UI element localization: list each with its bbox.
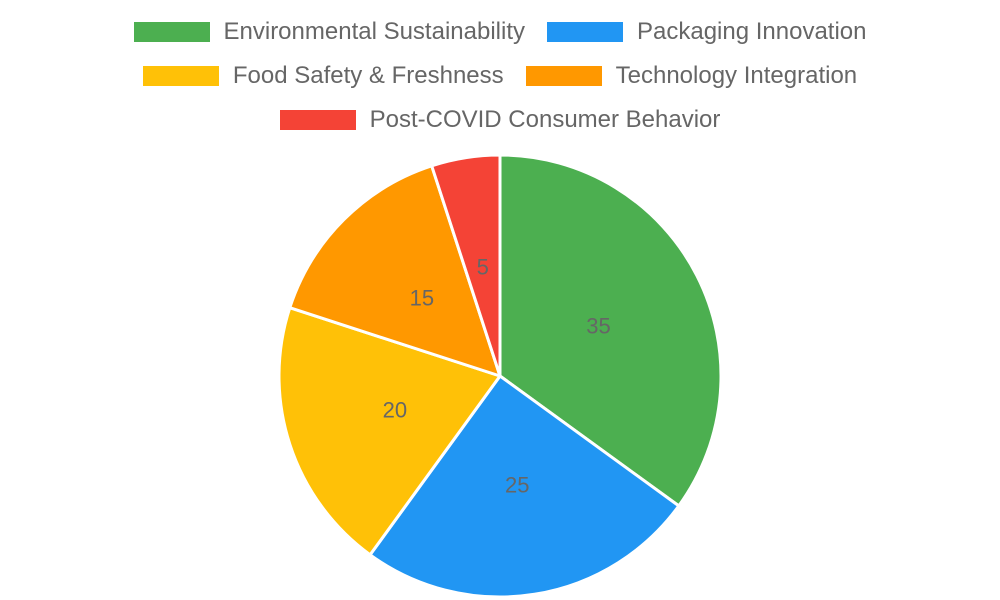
data-label-technology-integration: 15 <box>410 285 434 310</box>
pie-slice-post-covid-consumer-behavior[interactable] <box>430 153 502 378</box>
legend-row: Food Safety & Freshness Technology Integ… <box>0 54 1000 98</box>
pie-slice-food-safety-freshness[interactable] <box>277 306 502 557</box>
legend-row: Environmental Sustainability Packaging I… <box>0 10 1000 54</box>
legend-label: Environmental Sustainability <box>223 18 526 45</box>
legend-item-environmental-sustainability[interactable]: Environmental Sustainability <box>133 18 526 46</box>
legend-item-food-safety-freshness[interactable]: Food Safety & Freshness <box>142 62 504 90</box>
data-label-food-safety-freshness: 20 <box>383 398 407 423</box>
legend-label: Packaging Innovation <box>637 18 867 45</box>
pie-slice-packaging-innovation[interactable] <box>368 374 681 599</box>
data-label-packaging-innovation: 25 <box>505 473 529 498</box>
legend-label: Post-COVID Consumer Behavior <box>369 106 721 133</box>
data-label-post-covid-consumer-behavior: 5 <box>477 254 489 279</box>
legend-swatch <box>547 22 623 42</box>
legend-swatch <box>142 66 219 86</box>
legend-swatch <box>133 22 210 42</box>
data-label-environmental-sustainability: 35 <box>586 313 610 338</box>
legend-item-technology-integration[interactable]: Technology Integration <box>525 62 858 90</box>
legend-item-packaging-innovation[interactable]: Packaging Innovation <box>547 18 867 46</box>
legend-row: Post-COVID Consumer Behavior <box>0 98 1000 142</box>
legend-label: Technology Integration <box>615 62 858 89</box>
legend-swatch <box>279 110 356 130</box>
legend-item-post-covid-consumer-behavior[interactable]: Post-COVID Consumer Behavior <box>279 106 721 134</box>
legend-swatch <box>525 66 602 86</box>
pie-slice-environmental-sustainability[interactable] <box>498 153 723 508</box>
legend-label: Food Safety & Freshness <box>232 62 504 89</box>
